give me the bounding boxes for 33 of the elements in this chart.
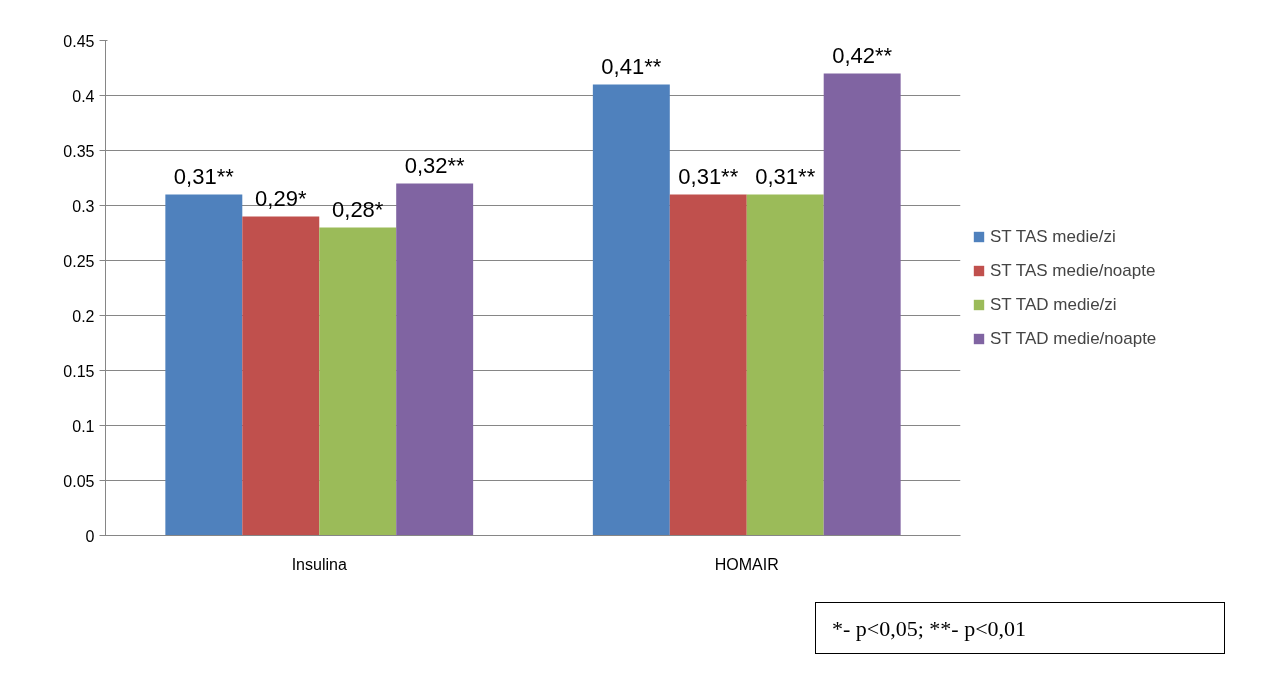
data-label: 0,31** <box>678 163 739 189</box>
bar <box>165 194 243 536</box>
y-tick-label: 0.15 <box>63 362 95 380</box>
bar <box>319 227 397 536</box>
data-label: 0,32** <box>404 152 466 178</box>
y-tick-label: 0.05 <box>63 472 95 490</box>
x-tick-label: HOMAIR <box>714 555 779 573</box>
data-label: 0,42** <box>832 42 893 68</box>
y-tick-label: 0.2 <box>72 307 95 325</box>
bar <box>396 183 474 536</box>
data-label: 0,31** <box>755 163 816 189</box>
bar <box>669 194 747 536</box>
data-label: 0,29* <box>255 185 307 211</box>
y-tick-label: 0 <box>85 527 95 545</box>
y-tick-label: 0.35 <box>63 142 95 160</box>
bar <box>242 216 320 536</box>
bar <box>746 194 824 536</box>
y-tick-label: 0.4 <box>72 87 95 105</box>
legend-label: ST TAS medie/noapte <box>990 260 1156 281</box>
data-label: 0,41** <box>601 53 662 79</box>
legend-label: ST TAD medie/zi <box>990 294 1117 315</box>
legend-label: ST TAD medie/noapte <box>990 328 1157 349</box>
y-tick-label: 0.3 <box>72 197 95 215</box>
y-tick-label: 0.25 <box>63 252 95 270</box>
y-tick-label: 0.1 <box>72 417 95 435</box>
data-label: 0,28* <box>332 196 384 222</box>
text: *- p<0,05; **- p<0,01 <box>832 615 1027 643</box>
bar <box>823 73 901 536</box>
legend-label: ST TAS medie/zi <box>990 226 1116 247</box>
y-tick-label: 0.45 <box>63 32 95 50</box>
bar <box>592 84 670 536</box>
x-tick-label: Insulina <box>291 555 347 573</box>
data-label: 0,31** <box>173 163 235 189</box>
